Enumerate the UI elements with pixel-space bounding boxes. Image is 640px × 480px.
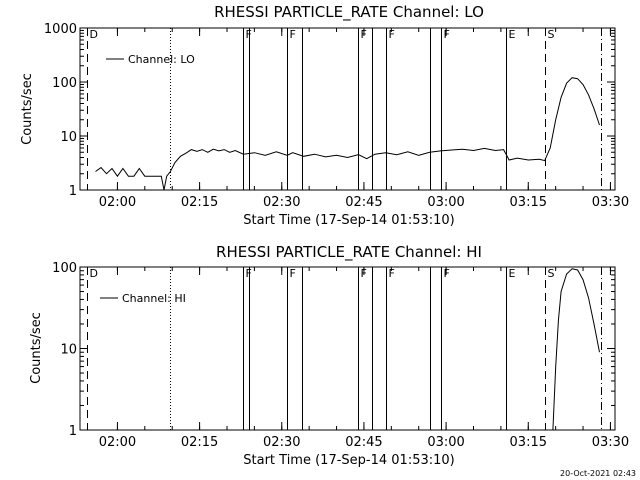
lo-panel: RHESSI PARTICLE_RATE Channel: LO 1101001…	[20, 3, 629, 228]
time-marker-label: F	[444, 28, 450, 41]
x-tick-label: 02:00	[99, 195, 136, 210]
x-tick-label: 02:45	[345, 435, 382, 450]
y-tick-label: 100	[52, 261, 77, 276]
x-tick-label: 03:15	[510, 195, 547, 210]
time-marker-label: F	[361, 28, 367, 41]
x-tick-label: 02:00	[99, 435, 136, 450]
time-marker-label: E	[509, 267, 516, 280]
lo-title: RHESSI PARTICLE_RATE Channel: LO	[214, 3, 484, 22]
y-tick-label: 1000	[44, 22, 77, 37]
time-marker-label: F	[389, 267, 395, 280]
time-marker-label: F	[290, 28, 296, 41]
hi-y-axis-label: Counts/sec	[29, 312, 44, 384]
hi-y-ticks: 1 10 100	[52, 261, 615, 439]
lo-plot-frame	[79, 27, 616, 191]
x-tick-label: 02:15	[181, 195, 218, 210]
x-tick-label: 02:15	[181, 435, 218, 450]
x-tick-label: 02:30	[263, 435, 300, 450]
hi-x-axis-label: Start Time (17-Sep-14 01:53:10)	[243, 453, 454, 468]
time-marker-label: S	[548, 267, 555, 280]
time-marker-label: F	[444, 267, 450, 280]
x-tick-label: 03:30	[592, 435, 629, 450]
x-tick-label: 02:30	[263, 195, 300, 210]
y-tick-label: 10	[60, 343, 77, 358]
lo-y-axis-label: Counts/sec	[20, 73, 35, 145]
y-tick-label: 10	[60, 130, 77, 145]
hi-series-line	[552, 268, 600, 431]
hi-panel: RHESSI PARTICLE_RATE Channel: HI 110100 …	[29, 243, 629, 468]
hi-x-ticks: 02:00 02:15 02:30 02:45 03:00 03:15 03:30	[99, 267, 629, 450]
x-tick-label: 03:15	[510, 435, 547, 450]
lo-x-ticks: 02:00 02:15 02:30 02:45 03:00 03:15 03:30	[99, 28, 629, 210]
time-marker-label: D	[90, 28, 98, 41]
footer-date: 20-Oct-2021 02:43	[560, 469, 636, 478]
y-tick-label: 100	[52, 76, 77, 91]
hi-legend-label: Channel: HI	[122, 292, 186, 305]
time-marker-label: F	[361, 267, 367, 280]
x-tick-label: 03:00	[427, 195, 464, 210]
hi-title: RHESSI PARTICLE_RATE Channel: HI	[216, 243, 482, 262]
lo-series-line	[95, 77, 600, 191]
x-tick-label: 03:00	[427, 435, 464, 450]
y-tick-label: 1	[69, 424, 77, 439]
time-marker-label: F	[389, 28, 395, 41]
time-marker-label: F	[290, 267, 296, 280]
x-tick-label: 02:45	[345, 195, 382, 210]
time-marker-label: F	[246, 267, 252, 280]
time-marker-label: F	[246, 28, 252, 41]
lo-y-ticks: 1 10 100 1000	[44, 22, 615, 199]
time-marker-label: D	[90, 267, 98, 280]
time-marker-label: E	[509, 28, 516, 41]
lo-x-axis-label: Start Time (17-Sep-14 01:53:10)	[243, 213, 454, 228]
lo-legend-label: Channel: LO	[128, 53, 195, 66]
y-tick-label: 1	[69, 184, 77, 199]
x-tick-label: 03:30	[592, 195, 629, 210]
time-marker-label: S	[548, 28, 555, 41]
